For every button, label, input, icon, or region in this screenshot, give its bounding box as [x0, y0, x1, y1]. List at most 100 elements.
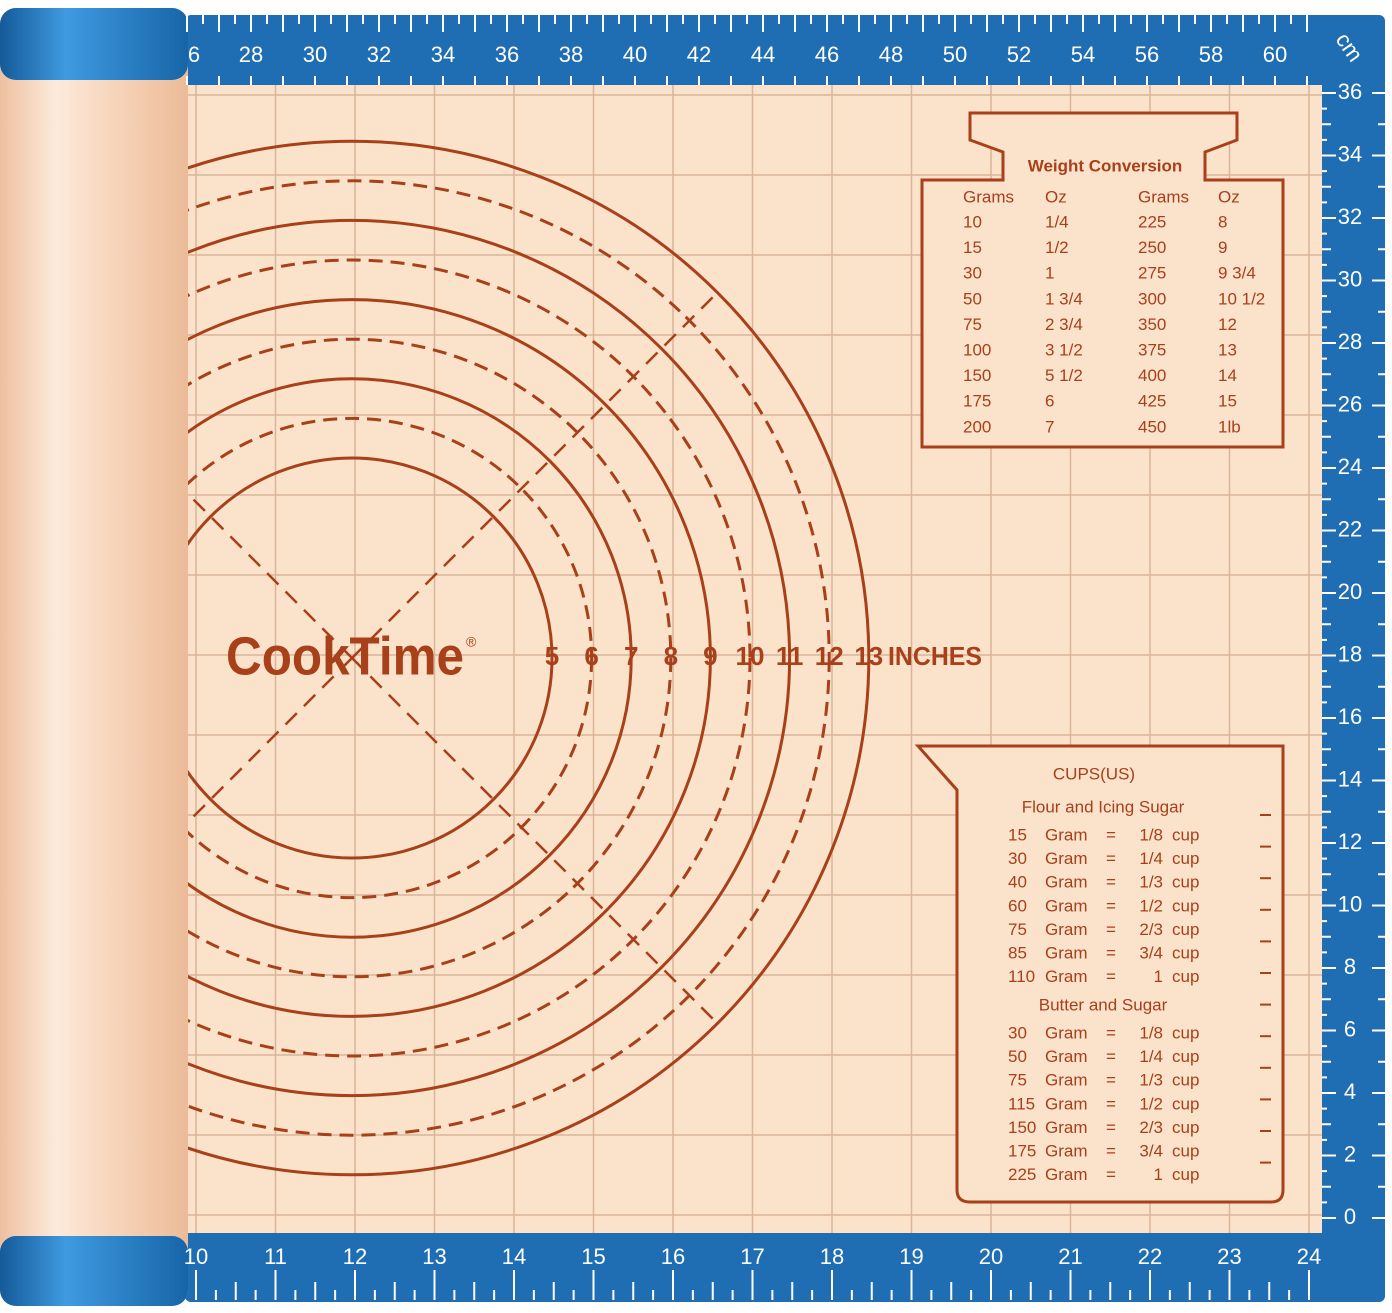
- scale-outline: [920, 111, 1285, 449]
- cups-cell: 1/8: [1139, 1023, 1163, 1042]
- guide-circle: [188, 377, 633, 939]
- cups-cell: 1/3: [1139, 1071, 1163, 1090]
- inch-label: 18: [820, 1244, 844, 1269]
- cm-label: 6: [188, 42, 200, 67]
- cups-cell: 60: [1008, 896, 1027, 915]
- weight-cell: 9: [1218, 238, 1227, 257]
- cups-cell: cup: [1172, 1141, 1199, 1160]
- weight-cell: 12: [1218, 315, 1237, 334]
- weight-cell: 1lb: [1218, 417, 1241, 436]
- cups-cell: cup: [1172, 920, 1199, 939]
- cm-label: 6: [1344, 1016, 1356, 1041]
- cups-cell: Gram: [1045, 1023, 1088, 1042]
- brand-mark: ®: [466, 634, 477, 650]
- cups-cell: Gram: [1045, 967, 1088, 986]
- cups-cell: Gram: [1045, 1071, 1088, 1090]
- weight-cell: 75: [963, 315, 982, 334]
- circle-label: 8: [664, 641, 678, 671]
- guide-circle: [188, 456, 554, 860]
- cm-label: 50: [943, 42, 967, 67]
- cm-label: 36: [495, 42, 519, 67]
- cm-label: 60: [1263, 42, 1287, 67]
- cm-label: 20: [1338, 579, 1362, 604]
- inch-label: 13: [422, 1244, 446, 1269]
- weight-cell: 400: [1138, 366, 1166, 385]
- cups-cell: 1: [1154, 1165, 1163, 1184]
- roll-cap-bottom: [0, 1236, 188, 1306]
- brand-name: CookTime: [226, 626, 464, 686]
- cups-cell: =: [1106, 920, 1116, 939]
- weight-cell: 10 1/2: [1218, 289, 1265, 308]
- cm-label: 48: [879, 42, 903, 67]
- cups-cell: =: [1106, 825, 1116, 844]
- diagonal: [351, 289, 721, 659]
- cups-cell: 225: [1008, 1165, 1036, 1184]
- weight-cell: 375: [1138, 340, 1166, 359]
- weight-header: Oz: [1218, 187, 1240, 206]
- cups-cell: 175: [1008, 1141, 1036, 1160]
- cm-label: 12: [1338, 829, 1362, 854]
- circle-label: 12: [815, 641, 844, 671]
- cups-cell: cup: [1172, 896, 1199, 915]
- cups-cell: 1/3: [1139, 873, 1163, 892]
- cm-label: 44: [751, 42, 775, 67]
- cups-cell: 2/3: [1139, 1118, 1163, 1137]
- cups-cell: 150: [1008, 1118, 1036, 1137]
- circle-label: 13: [854, 641, 883, 671]
- weight-cell: 175: [963, 392, 991, 411]
- cm-label: 36: [1338, 79, 1362, 104]
- cups-cell: =: [1106, 1118, 1116, 1137]
- cm-label: 18: [1338, 641, 1362, 666]
- cups-cell: cup: [1172, 1071, 1199, 1090]
- cm-label: 2: [1344, 1141, 1356, 1166]
- cups-cell: =: [1106, 943, 1116, 962]
- weight-header: Grams: [963, 187, 1014, 206]
- cups-cell: 3/4: [1139, 943, 1163, 962]
- weight-cell: 1: [1045, 264, 1054, 283]
- cups-cell: =: [1106, 967, 1116, 986]
- cups-cell: 30: [1008, 849, 1027, 868]
- diagonal: [351, 657, 721, 1027]
- cups-cell: Gram: [1045, 825, 1088, 844]
- cm-label: 14: [1338, 766, 1362, 791]
- cm-label: 24: [1338, 454, 1362, 479]
- weight-cell: 3 1/2: [1045, 340, 1083, 359]
- cm-label: 26: [1338, 391, 1362, 416]
- inch-label: 23: [1217, 1244, 1241, 1269]
- weight-cell: 425: [1138, 392, 1166, 411]
- guide-circle: [188, 219, 791, 1097]
- cup-outline: [914, 744, 1285, 1204]
- weight-cell: 13: [1218, 340, 1237, 359]
- weight-title: Weight Conversion: [1028, 156, 1183, 175]
- cups-cell: =: [1106, 1047, 1116, 1066]
- weight-cell: 15: [1218, 392, 1237, 411]
- inch-label: 16: [661, 1244, 685, 1269]
- cups-cell: 40: [1008, 873, 1027, 892]
- circles: [188, 139, 871, 1177]
- cm-label: 4: [1344, 1079, 1356, 1104]
- inch-label: 24: [1297, 1244, 1321, 1269]
- cups-cell: =: [1106, 1023, 1116, 1042]
- cups-cell: cup: [1172, 1023, 1199, 1042]
- cups-cell: cup: [1172, 1094, 1199, 1113]
- cups-cell: 2/3: [1139, 920, 1163, 939]
- cups-cell: cup: [1172, 849, 1199, 868]
- cm-label: 58: [1199, 42, 1223, 67]
- weight-cell: 9 3/4: [1218, 264, 1256, 283]
- cups-cell: 15: [1008, 825, 1027, 844]
- cups-cell: =: [1106, 1071, 1116, 1090]
- cups-section-title: Butter and Sugar: [1039, 995, 1168, 1014]
- cm-label: 8: [1344, 954, 1356, 979]
- cups-cell: 1/2: [1139, 896, 1163, 915]
- inch-label: 10: [184, 1244, 208, 1269]
- cm-label: 10: [1338, 891, 1362, 916]
- cm-label: 32: [367, 42, 391, 67]
- cm-label: 16: [1338, 704, 1362, 729]
- cm-label: 0: [1344, 1204, 1356, 1229]
- weight-cell: 7: [1045, 417, 1054, 436]
- cm-label: 46: [815, 42, 839, 67]
- weight-cell: 2 3/4: [1045, 315, 1083, 334]
- inch-label: 12: [343, 1244, 367, 1269]
